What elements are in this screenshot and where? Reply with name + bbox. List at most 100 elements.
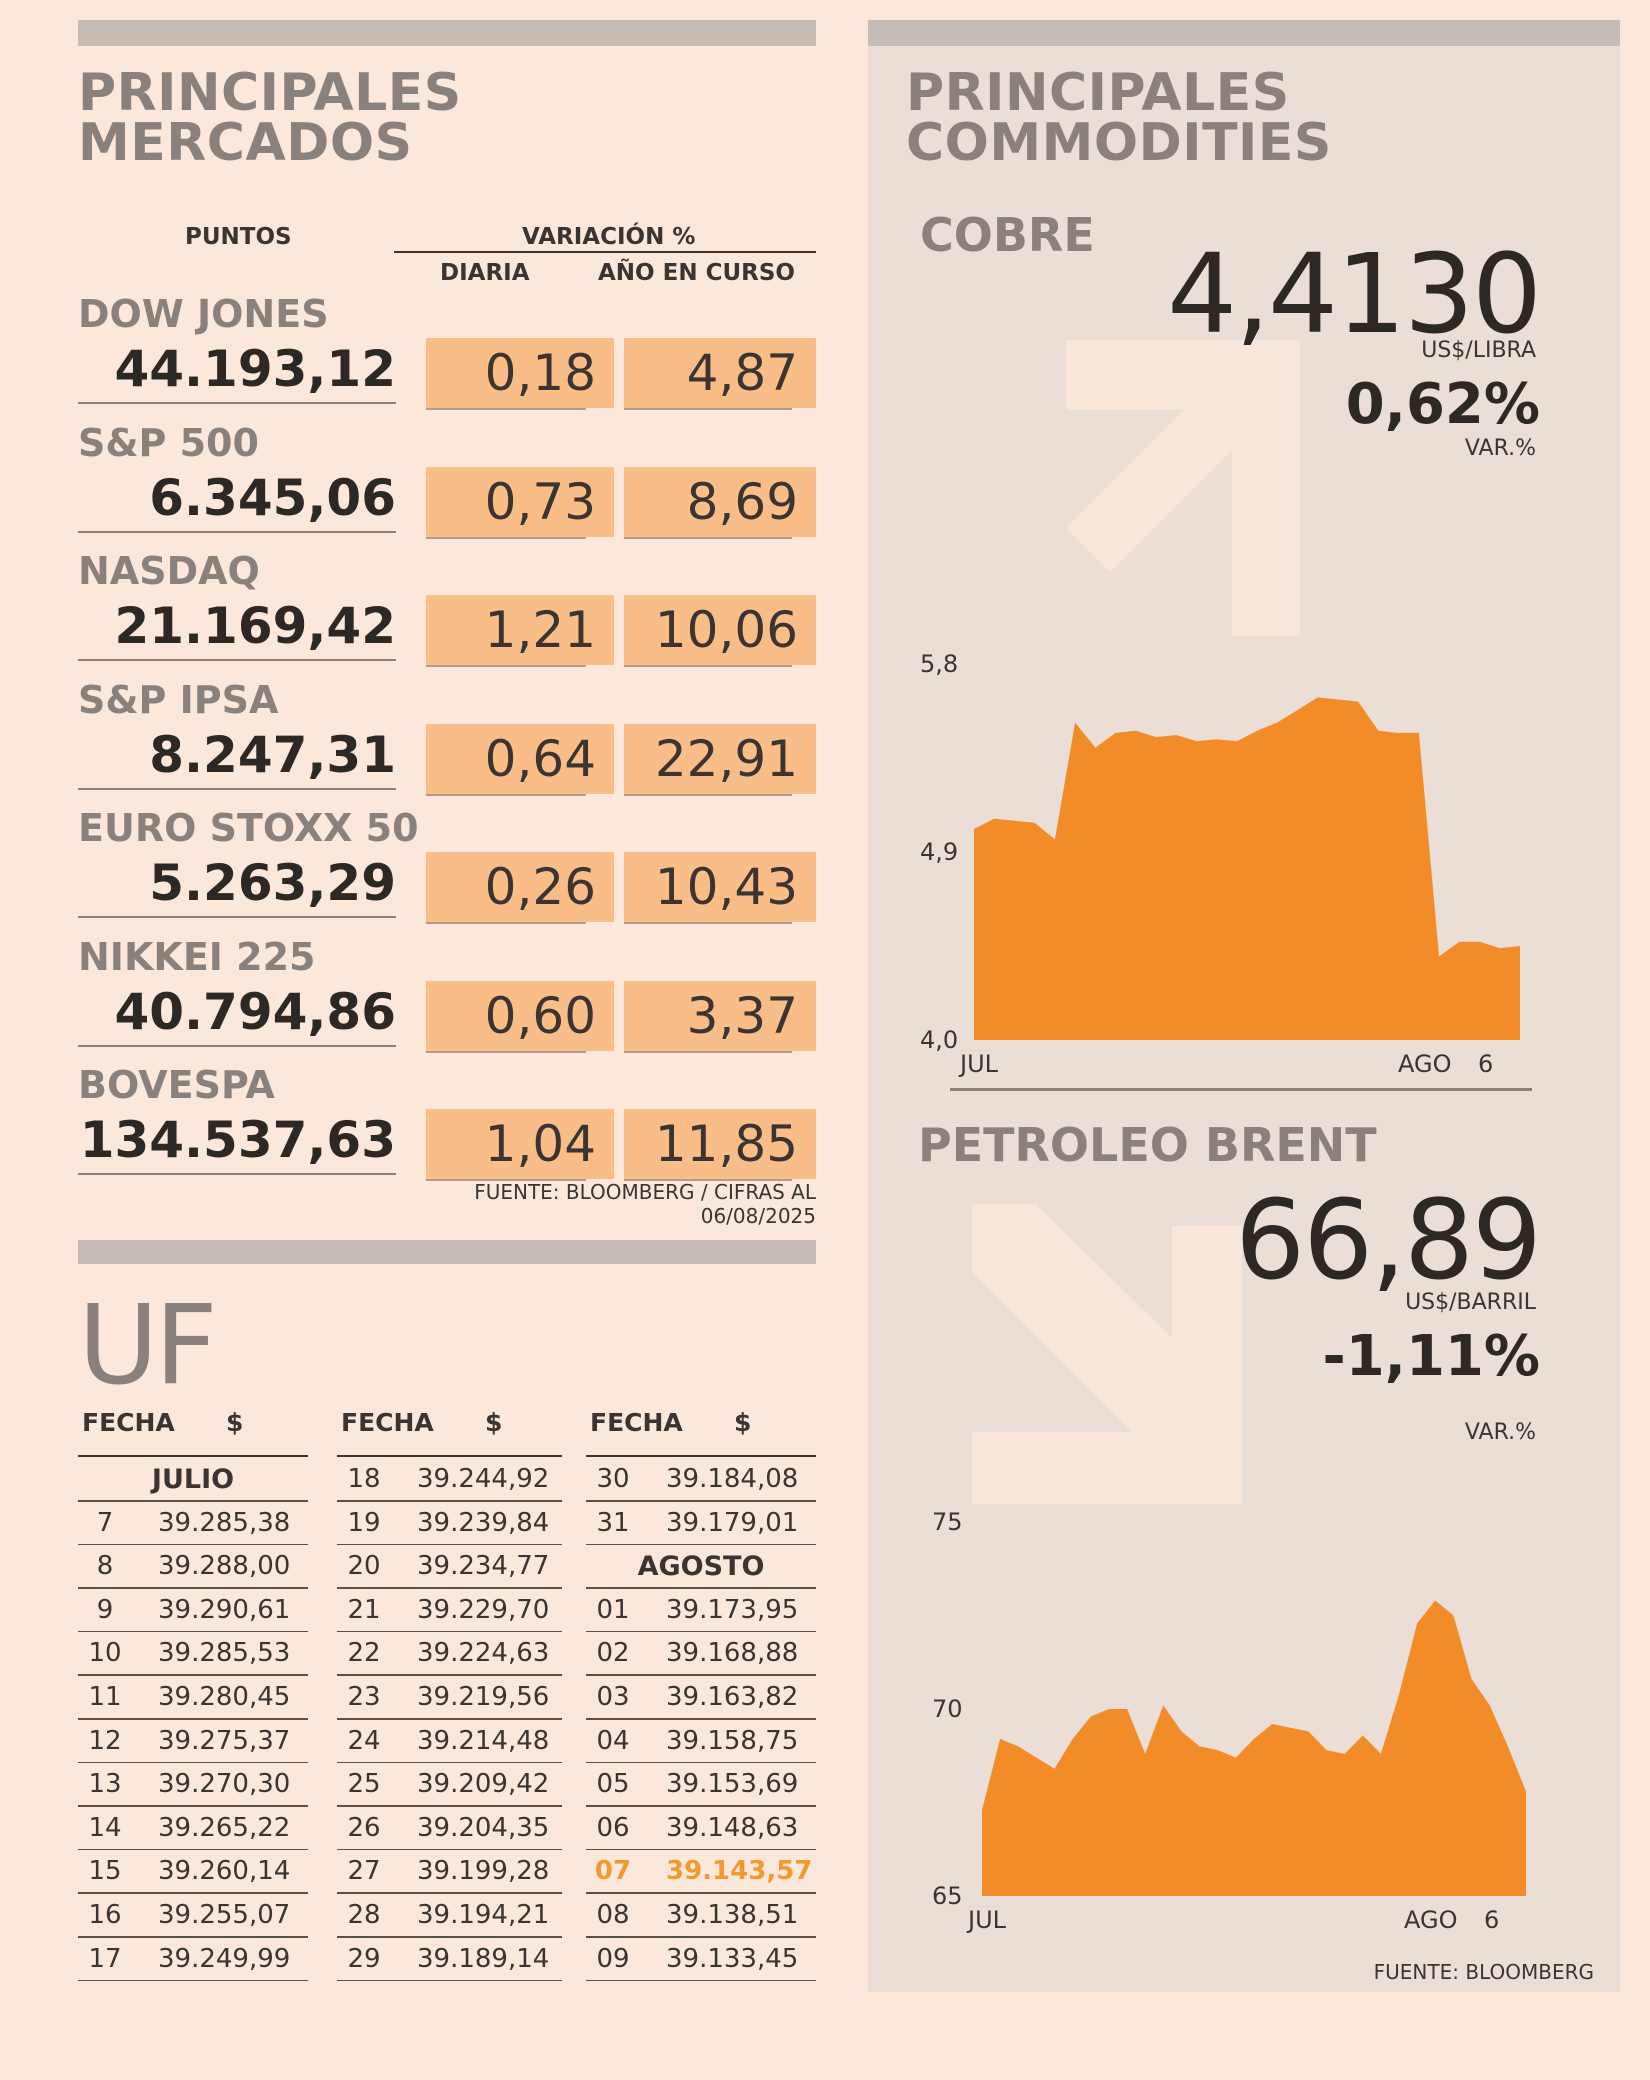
market-name: S&P IPSA	[78, 677, 279, 722]
copper-y-tick-label: 4,9	[920, 838, 958, 866]
market-name: BOVESPA	[78, 1063, 275, 1107]
copper-name: COBRE	[920, 208, 1095, 262]
uf-row-line	[78, 1936, 308, 1938]
market-ytd: 11,85	[624, 1109, 816, 1179]
uf-value-header: $	[734, 1408, 752, 1437]
market-points: 21.169,42	[114, 597, 396, 655]
market-name: S&P 500	[78, 420, 259, 465]
market-row-line	[78, 402, 396, 404]
market-points: 5.263,29	[149, 854, 396, 912]
brent-y-tick-label: 65	[932, 1882, 963, 1910]
uf-row-line	[337, 1630, 562, 1633]
uf-value: 39.239,84	[417, 1507, 550, 1538]
uf-day: 29	[347, 1943, 381, 1974]
uf-date-header: FECHA	[82, 1408, 175, 1437]
uf-month-label: JULIO	[151, 1464, 235, 1495]
market-ytd-line	[624, 1050, 792, 1053]
market-row-line	[78, 659, 396, 661]
uf-row-line	[337, 1761, 562, 1764]
uf-value: 39.270,30	[158, 1769, 291, 1800]
uf-day: 11	[88, 1682, 122, 1712]
uf-row-line	[78, 1718, 308, 1720]
arrow-up-icon	[1066, 340, 1300, 636]
copper-y-tick-label: 5,8	[920, 650, 958, 678]
uf-header-line	[337, 1455, 562, 1457]
uf-value: 39.184,08	[666, 1464, 799, 1494]
uf-row-line	[78, 1848, 308, 1851]
market-daily: 0,26	[426, 852, 614, 922]
uf-day: 09	[596, 1943, 630, 1974]
market-name: NASDAQ	[78, 549, 260, 593]
uf-day: 18	[347, 1464, 381, 1494]
copper-change-label: VAR.%	[1464, 436, 1536, 461]
uf-value: 39.204,35	[417, 1812, 550, 1843]
uf-row-line	[78, 1543, 308, 1546]
commodities-top-bar	[868, 20, 1620, 46]
uf-row-line	[586, 1587, 816, 1589]
uf-value: 39.143,57	[666, 1856, 813, 1887]
uf-day: 13	[88, 1769, 122, 1800]
uf-header-line	[78, 1455, 308, 1457]
uf-day: 14	[88, 1812, 122, 1843]
uf-row-line	[78, 1587, 308, 1589]
uf-day: 06	[596, 1812, 630, 1843]
uf-value: 39.209,42	[417, 1769, 550, 1800]
market-ytd-line	[624, 922, 792, 924]
market-ytd-line	[624, 793, 792, 796]
uf-value-header: $	[226, 1408, 244, 1437]
brent-x-tick-label: AGO	[1404, 1906, 1457, 1934]
uf-value: 39.214,48	[417, 1725, 550, 1756]
market-ytd-line	[624, 408, 792, 410]
uf-day: 9	[96, 1594, 114, 1625]
markets-top-bar	[78, 20, 816, 46]
market-row-line	[78, 787, 396, 790]
uf-value: 39.288,00	[158, 1551, 291, 1582]
uf-row-line	[337, 1587, 562, 1589]
uf-day: 25	[347, 1769, 381, 1800]
market-ytd-line	[624, 536, 792, 539]
market-row-line	[78, 1173, 396, 1175]
market-name: NIKKEI 225	[78, 934, 316, 979]
uf-day: 19	[347, 1507, 381, 1538]
markets-source: FUENTE: BLOOMBERG / CIFRAS AL 06/08/2025	[474, 1180, 816, 1228]
market-name: EURO STOXX 50	[78, 806, 419, 850]
market-ytd: 4,87	[624, 338, 816, 408]
copper-y-tick-label: 4,0	[920, 1026, 958, 1054]
market-daily-line	[426, 408, 586, 410]
uf-value: 39.133,45	[666, 1943, 799, 1974]
uf-value: 39.229,70	[417, 1594, 550, 1625]
uf-value-header: $	[485, 1408, 503, 1437]
copper-change: 0,62%	[1345, 372, 1540, 437]
market-daily-line	[426, 922, 586, 924]
uf-day: 04	[596, 1725, 630, 1756]
market-daily: 0,60	[426, 980, 614, 1051]
uf-title: UF	[78, 1281, 218, 1409]
uf-day: 08	[596, 1900, 630, 1930]
uf-day: 21	[347, 1594, 381, 1625]
uf-row-line	[337, 1936, 562, 1938]
brent-x-tick-label: JUL	[966, 1906, 1007, 1934]
market-row-line	[78, 530, 396, 533]
brent-x-tick-label: 6	[1484, 1906, 1499, 1934]
market-daily: 0,64	[426, 723, 614, 794]
uf-day: 31	[596, 1507, 630, 1538]
commodities-panel: PRINCIPALES COMMODITIES COBRE 4,4130 US$…	[868, 20, 1620, 1992]
uf-day: 12	[88, 1725, 122, 1756]
col-points-header: PUNTOS	[185, 224, 292, 250]
uf-value: 39.285,53	[158, 1638, 291, 1669]
brent-price: 66,89	[1235, 1176, 1542, 1304]
uf-day: 01	[596, 1594, 630, 1625]
markets-title-line1: PRINCIPALES	[78, 63, 462, 123]
uf-day: 16	[88, 1900, 122, 1930]
brent-unit: US$/BARRIL	[1405, 1290, 1536, 1315]
uf-day: 26	[347, 1812, 381, 1843]
uf-row-line	[586, 1892, 816, 1894]
uf-date-header: FECHA	[341, 1408, 434, 1437]
market-name: DOW JONES	[78, 292, 329, 336]
copper-x-tick-label: JUL	[958, 1050, 999, 1078]
uf-day: 23	[347, 1682, 381, 1712]
uf-row-line	[78, 1500, 308, 1502]
copper-unit: US$/LIBRA	[1421, 338, 1536, 363]
market-row-line	[78, 916, 396, 918]
